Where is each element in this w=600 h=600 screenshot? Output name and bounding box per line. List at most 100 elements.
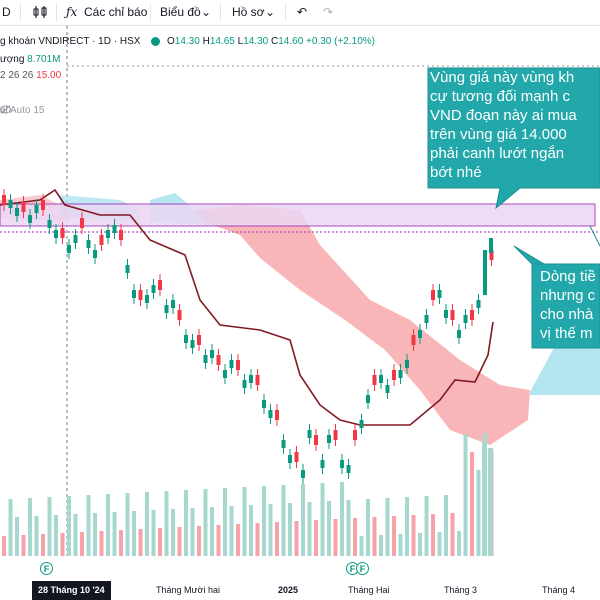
indicators-button[interactable]: Các chỉ báo (84, 5, 148, 19)
volume-bar (8, 499, 13, 556)
price-chart[interactable]: g khoán VNDIRECT · 1D · HSX O14.30 H14.6… (0, 26, 600, 600)
open-label: O (166, 36, 175, 47)
toolbar-divider (20, 4, 21, 21)
candle-body (28, 215, 32, 223)
volume-bar (411, 515, 416, 556)
candle-body (60, 228, 65, 238)
candle-body (470, 310, 474, 320)
volume-bar (99, 531, 104, 556)
toolbar-divider (285, 4, 286, 21)
candle-body (184, 335, 188, 343)
volume-bar (372, 517, 377, 556)
volume-bar (138, 529, 143, 556)
candle-body (242, 380, 247, 388)
volume-bar (262, 486, 266, 556)
candle-body (268, 410, 273, 418)
axis-label-february: Tháng Hai (348, 585, 390, 595)
volume-bar (203, 489, 208, 556)
profile-button[interactable]: Hồ sơ (232, 5, 265, 19)
chart-type-button[interactable]: Biểu đồ (160, 5, 201, 19)
chevron-down-icon[interactable]: ⌄ (265, 5, 276, 19)
candle-body (262, 400, 266, 408)
legend-volume-row: ượng 8.701M (0, 54, 61, 65)
toolbar-divider (220, 4, 221, 21)
candle-body (255, 375, 260, 385)
candle-body (476, 300, 481, 308)
volume-bar (385, 498, 390, 556)
callout-bubble-right (513, 245, 600, 349)
candle-body (294, 452, 299, 462)
volume-bar (216, 525, 221, 556)
volume-bar (340, 482, 344, 556)
candle-body (54, 230, 58, 238)
candle-body (314, 435, 318, 445)
candle-body (340, 460, 344, 468)
financials-event-badge[interactable]: F (356, 562, 369, 575)
volume-bar (197, 526, 201, 556)
symbol-title: g khoán VNDIRECT · 1D · HSX (0, 36, 141, 47)
indicator-fx-icon[interactable]: ƒx (66, 5, 78, 19)
volume-bar (184, 490, 188, 556)
candle-body (249, 375, 253, 383)
candle-body (164, 305, 169, 313)
candle-body (216, 355, 221, 365)
crosshair-date-label: 28 Tháng 10 '24 (32, 581, 111, 600)
legend-alert-row: al Auto 15 (0, 105, 52, 116)
candle-body (385, 385, 390, 393)
candle-body (145, 295, 149, 303)
chart-canvas[interactable] (0, 26, 600, 600)
money-flow-note-text: Dòng tiề nhưng c cho nhà vị thế m (540, 268, 596, 342)
top-toolbar: D ƒx Các chỉ báo Biểu đồ ⌄ Hồ sơ ⌄ ↶ ↷ (0, 0, 600, 26)
chevron-down-icon[interactable]: ⌄ (201, 5, 212, 19)
volume-bar (223, 488, 227, 556)
ichimoku-cloud-bearish (195, 205, 530, 445)
volume-bar (437, 532, 442, 556)
candle-body (138, 290, 143, 300)
close-label: C (271, 36, 279, 47)
axis-label-2025: 2025 (278, 585, 299, 595)
volume-bar (106, 494, 110, 556)
volume-bar (60, 533, 65, 556)
volume-bar (21, 535, 26, 556)
volume-bar (424, 496, 429, 556)
volume-bar (28, 498, 32, 556)
candle-body (398, 370, 403, 378)
candle-body (106, 230, 110, 238)
candle-body (86, 240, 91, 248)
candle-body (483, 250, 487, 295)
volume-bar (488, 448, 493, 556)
financials-event-badge[interactable]: F (40, 562, 53, 575)
candle-body (359, 420, 364, 428)
candle-body (158, 280, 162, 290)
candlestick-icon[interactable] (32, 4, 48, 21)
legend-ichimoku-row: 2 26 26 15.00 (0, 70, 61, 81)
volume-bar (171, 509, 175, 556)
candle-body (444, 310, 448, 318)
volume-bar (2, 536, 6, 556)
candle-body (411, 335, 416, 345)
volume-bar (379, 535, 383, 556)
volume-bar (86, 495, 91, 556)
undo-icon[interactable]: ↶ (297, 5, 308, 19)
callout-bubble-top (427, 67, 600, 210)
volume-bar (112, 512, 117, 556)
volume-bar (457, 531, 461, 556)
candle-body (41, 200, 45, 210)
volume-bar (418, 533, 422, 556)
candle-body (210, 350, 214, 358)
redo-icon[interactable]: ↷ (323, 5, 334, 19)
change-value: +0.30 (+2.10%) (306, 36, 375, 47)
candle-body (112, 225, 117, 233)
candle-body (281, 440, 286, 448)
volume-label: ượng (0, 54, 25, 65)
volume-bar (359, 536, 364, 556)
candle-body (372, 375, 377, 385)
volume-bar (476, 470, 481, 556)
volume-value: 8.701M (27, 54, 61, 65)
candle-body (366, 395, 370, 403)
volume-bar (281, 485, 286, 556)
volume-bar (229, 506, 234, 556)
volume-bar (353, 518, 357, 556)
high-value: 14.65 (209, 36, 235, 47)
symbol-button[interactable]: D (2, 5, 11, 19)
